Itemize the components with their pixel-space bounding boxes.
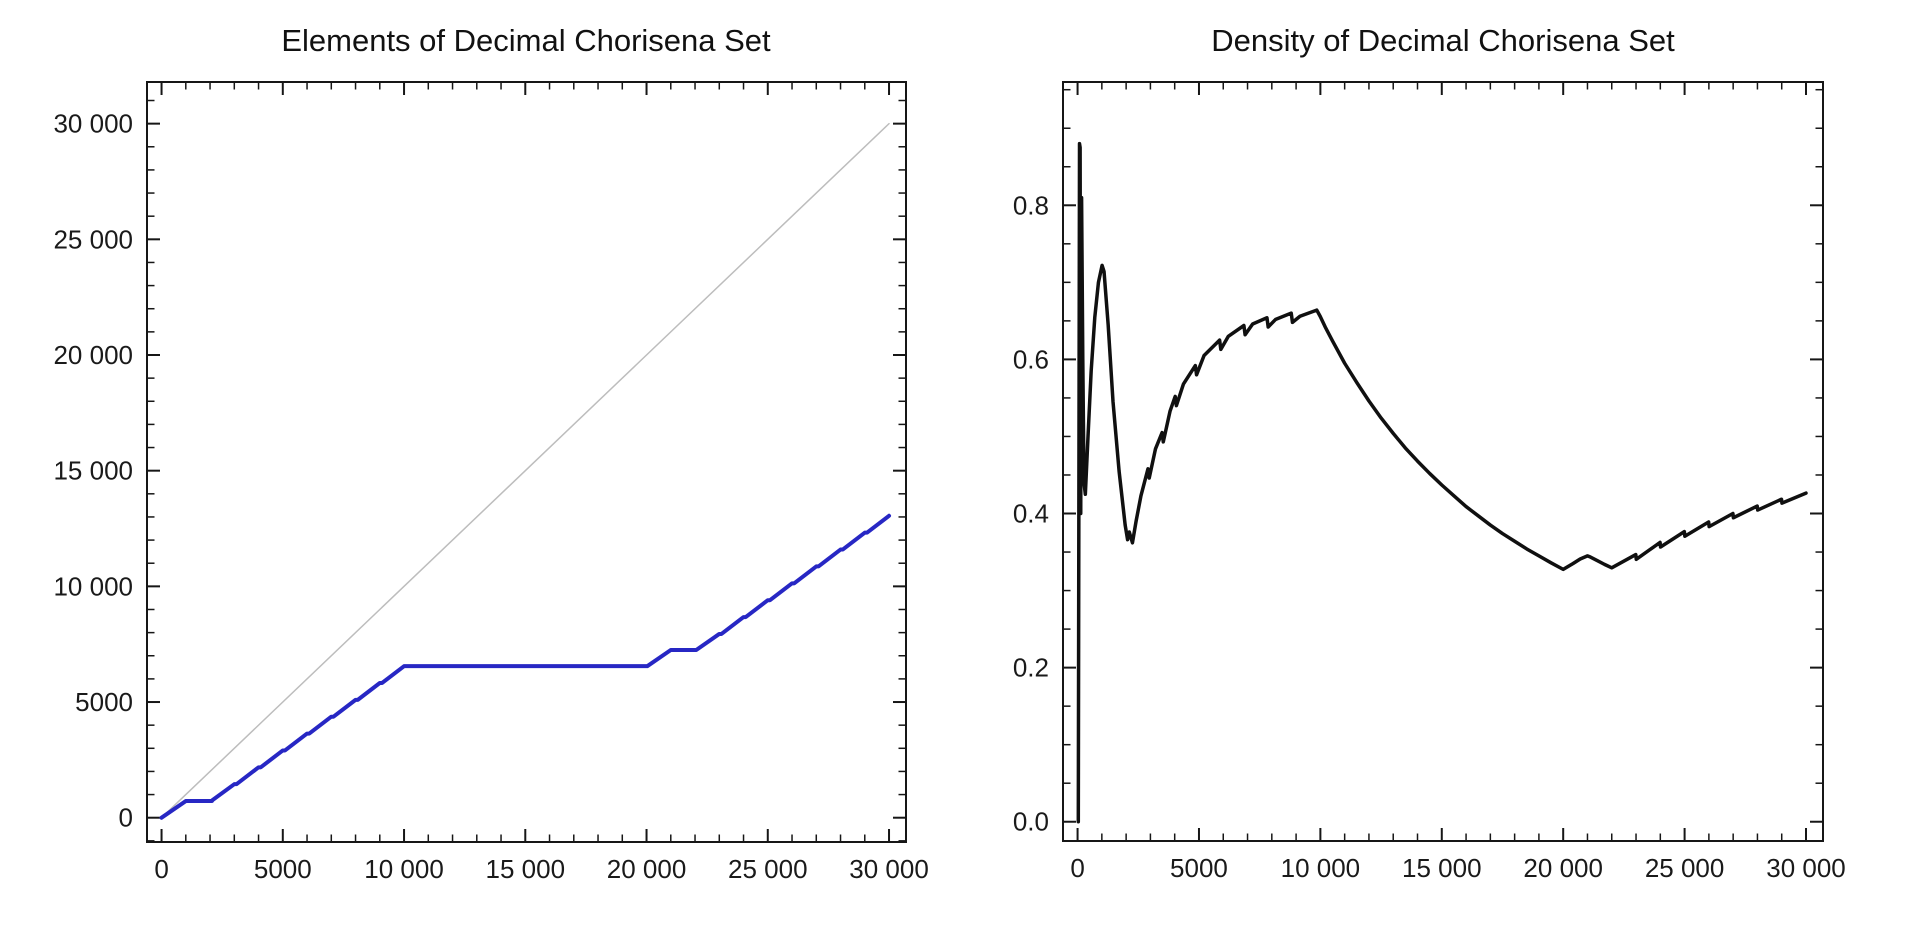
density-y-tick-label: 0.4	[1013, 499, 1049, 529]
chorisena-density-line	[1076, 141, 1808, 824]
chorisena-element-count-line	[159, 513, 892, 820]
density-plot: 0 5000 10 000 15 000 20 000 25 000 30 000 0.0 0.…	[1013, 81, 1846, 883]
elements-y-tick-label: 15 000	[53, 456, 133, 486]
density-ticks	[1063, 82, 1823, 841]
elements-plot-title: Elements of Decimal Chorisena Set	[281, 23, 771, 58]
elements-x-tick-label: 15 000	[486, 854, 566, 884]
identity-reference-line-line	[160, 122, 890, 819]
elements-frame	[146, 81, 907, 843]
elements-ticks	[147, 82, 906, 842]
elements-x-tick-label: 5000	[254, 854, 312, 884]
elements-x-tick-label: 30 000	[849, 854, 929, 884]
density-frame	[1062, 81, 1824, 842]
density-plot-title: Density of Decimal Chorisena Set	[1211, 23, 1675, 58]
elements-y-tick-label: 5000	[75, 687, 133, 717]
density-x-tick-label: 10 000	[1281, 853, 1361, 883]
density-y-tick-label: 0.0	[1013, 807, 1049, 837]
density-y-tick-label: 0.2	[1013, 653, 1049, 683]
density-x-tick-label: 0	[1070, 853, 1084, 883]
elements-x-tick-label: 0	[154, 854, 168, 884]
density-y-tick-label: 0.8	[1013, 190, 1049, 220]
elements-x-tick-label: 20 000	[607, 854, 687, 884]
elements-y-tick-label: 25 000	[53, 224, 133, 254]
density-x-tick-label: 15 000	[1402, 853, 1482, 883]
elements-y-tick-label: 0	[119, 803, 133, 833]
elements-x-tick-label: 10 000	[364, 854, 444, 884]
elements-y-tick-label: 20 000	[53, 340, 133, 370]
density-y-tick-label: 0.6	[1013, 344, 1049, 374]
density-x-tick-label: 30 000	[1766, 853, 1846, 883]
elements-y-tick-label: 30 000	[53, 109, 133, 139]
elements-x-tick-label: 25 000	[728, 854, 808, 884]
elements-y-tick-label: 10 000	[53, 571, 133, 601]
density-x-tick-label: 20 000	[1523, 853, 1603, 883]
density-x-tick-label: 5000	[1170, 853, 1228, 883]
density-x-tick-label: 25 000	[1645, 853, 1725, 883]
elements-plot: 0 5000 10 000 15 000 20 000 25 000 30 000 0 5000…	[53, 81, 929, 884]
